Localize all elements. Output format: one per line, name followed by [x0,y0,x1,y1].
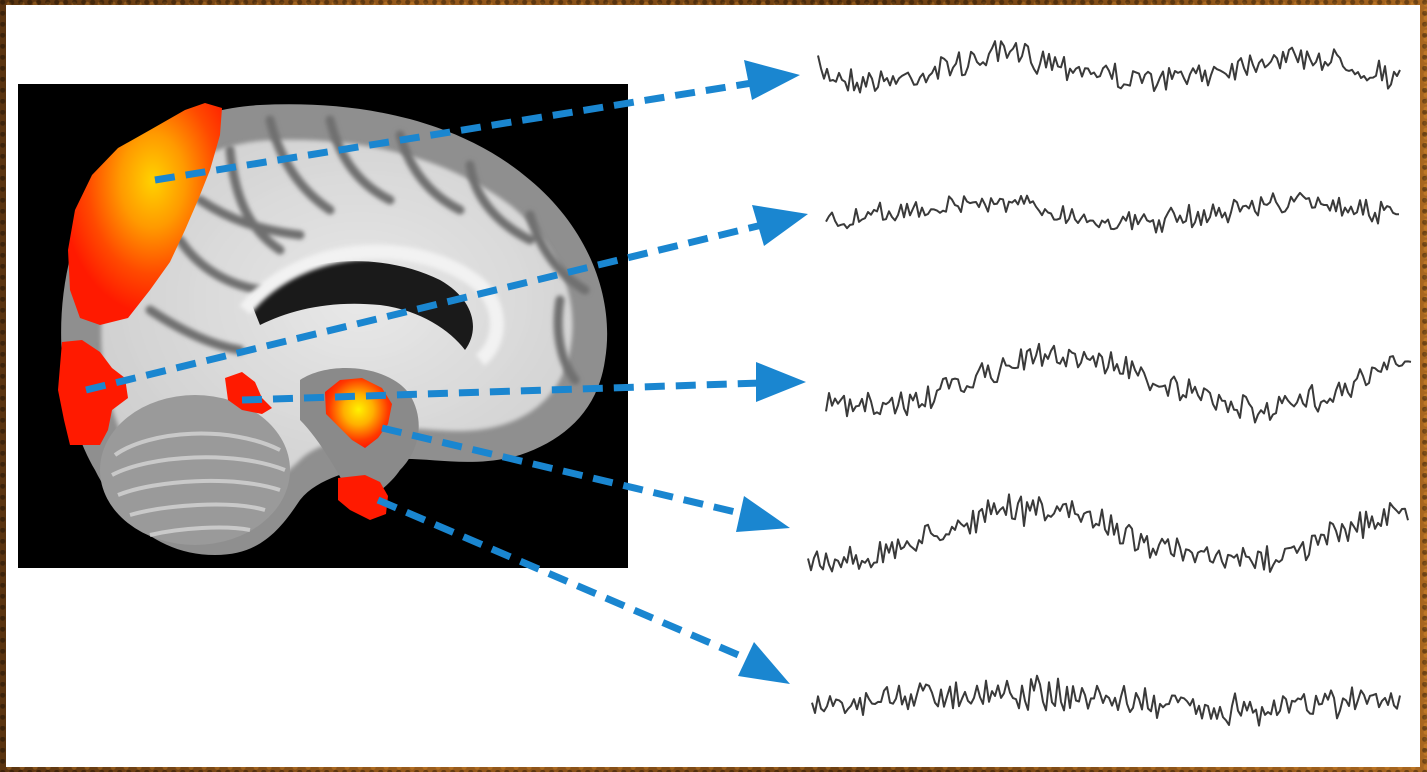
time-series-trace-4 [807,493,1409,573]
corpus-callosum [239,244,504,366]
arrow-3 [241,379,763,404]
arrowhead-1 [744,60,800,100]
arrowhead-4 [736,496,790,532]
brain-image [18,84,628,568]
time-series-trace-2 [825,191,1399,234]
arrow-1 [154,79,753,184]
activation-brainstem [338,475,388,520]
lateral-ventricle [250,261,473,350]
arrow-2 [85,221,763,394]
bold-time-series [807,40,1412,727]
activation-occipital [58,340,128,445]
arrowhead-3 [756,362,806,402]
arrow-4 [381,424,749,519]
connection-arrows [85,79,763,664]
arrowhead-2 [752,205,808,246]
activation-medial-prefrontal [68,103,222,325]
cortical-sulci [145,115,590,385]
activation-posterior [225,372,272,414]
arrowheads [736,60,808,684]
time-series-trace-3 [825,342,1412,424]
time-series-trace-5 [811,674,1401,727]
arrowhead-5 [738,642,790,684]
arrow-5 [376,496,752,664]
time-series-trace-1 [817,40,1401,94]
cerebellum-folia [111,431,286,537]
